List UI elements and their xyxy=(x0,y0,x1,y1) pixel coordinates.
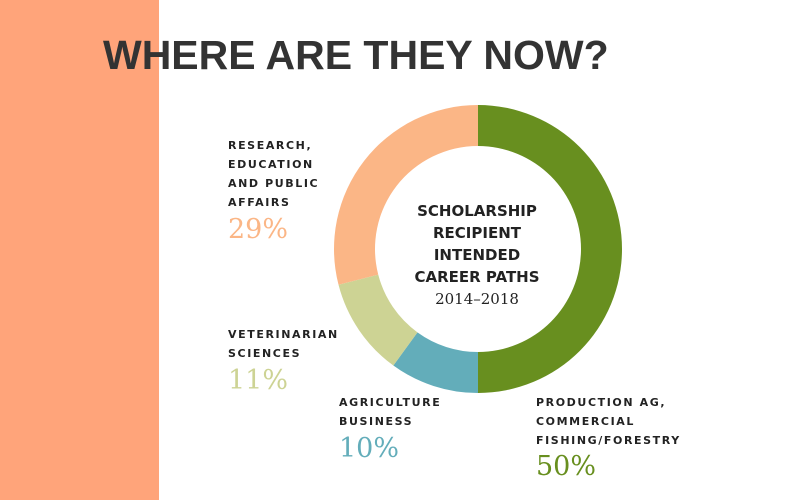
donut-slice-veterinarian xyxy=(338,274,418,366)
center-title-line: CAREER PATHS xyxy=(414,268,540,286)
segment-label-production: PRODUCTION AG, COMMERCIAL FISHING/FOREST… xyxy=(536,396,681,447)
segment-value-production: 50% xyxy=(536,451,597,482)
segment-label-veterinarian: VETERINARIAN SCIENCES xyxy=(228,328,339,360)
donut-slice-agriculture-business xyxy=(393,332,478,393)
center-title-line: RECIPIENT xyxy=(433,224,521,242)
segment-label-agriculture-business: AGRICULTURE BUSINESS xyxy=(339,396,442,428)
segment-label-research: RESEARCH, EDUCATION AND PUBLIC AFFAIRS xyxy=(228,139,320,209)
center-title-line: INTENDED xyxy=(433,246,521,264)
left-accent-bar xyxy=(0,0,159,500)
chart-center-label: SCHOLARSHIP RECIPIENT INTENDED CAREER PA… xyxy=(397,200,557,308)
segment-value-research: 29% xyxy=(228,214,289,245)
segment-value-veterinarian: 11% xyxy=(228,365,289,396)
center-title-line: SCHOLARSHIP xyxy=(417,202,537,220)
donut-slice-production xyxy=(478,105,622,393)
center-subtitle: 2014–2018 xyxy=(435,290,519,308)
donut-slice-research xyxy=(333,105,478,285)
segment-value-agriculture-business: 10% xyxy=(339,433,400,464)
page-title: WHERE ARE THEY NOW? xyxy=(103,32,609,78)
